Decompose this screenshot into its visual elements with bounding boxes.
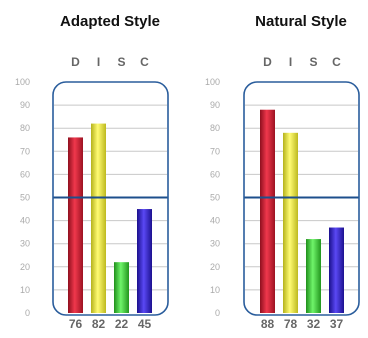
y-tick-label: 90 bbox=[210, 100, 220, 110]
value-label-d: 88 bbox=[261, 317, 275, 331]
category-label-d: D bbox=[263, 55, 272, 69]
y-tick-label: 50 bbox=[210, 193, 220, 203]
bar-d bbox=[68, 137, 83, 313]
category-label-s: S bbox=[309, 55, 317, 69]
chart-panel-2: Natural Style D I S C 0 10 20 30 40 50 60 70 80 90 100 8… bbox=[205, 13, 360, 331]
bar-i bbox=[283, 132, 298, 313]
y-tick-label: 90 bbox=[20, 100, 30, 110]
category-label-c: C bbox=[140, 55, 149, 69]
y-tick-label: 80 bbox=[210, 123, 220, 133]
bar-c bbox=[137, 209, 152, 313]
y-tick-label: 0 bbox=[215, 308, 220, 318]
chart-title: Natural Style bbox=[255, 13, 347, 30]
bar-i bbox=[91, 123, 106, 313]
value-label-s: 22 bbox=[115, 317, 129, 331]
y-tick-label: 20 bbox=[20, 262, 30, 272]
y-tick-label: 60 bbox=[210, 169, 220, 179]
chart-frame bbox=[52, 81, 169, 316]
category-label-i: I bbox=[289, 55, 292, 69]
y-tick-label: 100 bbox=[15, 77, 30, 87]
bar-s bbox=[114, 262, 129, 313]
y-tick-label: 50 bbox=[20, 193, 30, 203]
value-label-c: 45 bbox=[138, 317, 152, 331]
value-label-i: 78 bbox=[284, 317, 298, 331]
bar-s bbox=[306, 239, 321, 313]
y-tick-label: 80 bbox=[20, 123, 30, 133]
chart-title: Adapted Style bbox=[60, 13, 160, 30]
chart-frame bbox=[243, 81, 360, 316]
bar-c bbox=[329, 227, 344, 313]
category-label-d: D bbox=[71, 55, 80, 69]
y-tick-label: 30 bbox=[20, 239, 30, 249]
y-tick-label: 60 bbox=[20, 169, 30, 179]
y-tick-label: 40 bbox=[210, 216, 220, 226]
value-label-i: 82 bbox=[92, 317, 106, 331]
value-label-d: 76 bbox=[69, 317, 83, 331]
y-tick-label: 40 bbox=[20, 216, 30, 226]
y-tick-label: 100 bbox=[205, 77, 220, 87]
category-label-s: S bbox=[117, 55, 125, 69]
value-label-s: 32 bbox=[307, 317, 321, 331]
y-tick-label: 0 bbox=[25, 308, 30, 318]
chart-panel-1: Adapted Style D I S C 0 10 20 30 40 50 60 70 80 90 100 7… bbox=[15, 13, 169, 331]
y-tick-label: 20 bbox=[210, 262, 220, 272]
y-tick-label: 70 bbox=[20, 146, 30, 156]
y-tick-label: 10 bbox=[210, 285, 220, 295]
category-label-c: C bbox=[332, 55, 341, 69]
category-label-i: I bbox=[97, 55, 100, 69]
value-label-c: 37 bbox=[330, 317, 344, 331]
y-tick-label: 10 bbox=[20, 285, 30, 295]
y-tick-label: 70 bbox=[210, 146, 220, 156]
y-tick-label: 30 bbox=[210, 239, 220, 249]
bar-d bbox=[260, 109, 275, 313]
